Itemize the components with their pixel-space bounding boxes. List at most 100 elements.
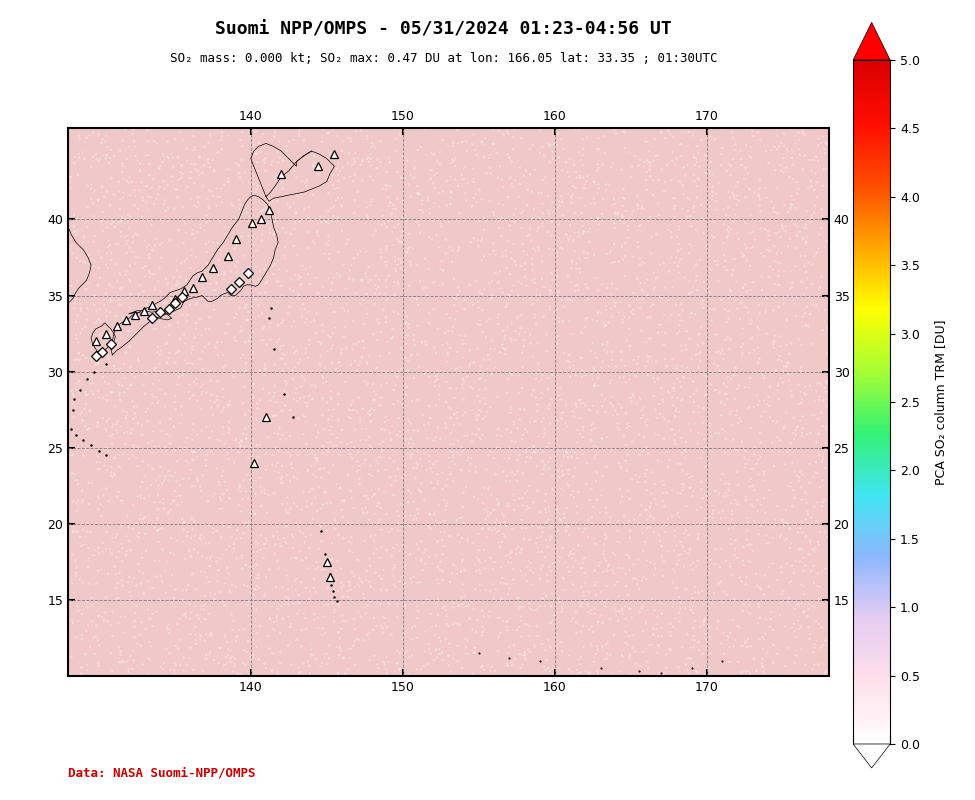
Point: [269, 238, 285, 251]
Point: [530, 186, 546, 199]
Point: [658, 519, 674, 532]
Point: [562, 550, 577, 562]
Point: [455, 338, 471, 350]
Point: [391, 517, 407, 530]
Point: [564, 328, 579, 341]
Point: [723, 435, 739, 448]
Point: [320, 396, 335, 409]
Point: [473, 567, 488, 580]
Point: [267, 548, 283, 561]
Point: [751, 453, 766, 466]
Point: [639, 442, 654, 454]
Point: [494, 338, 510, 351]
Point: [563, 230, 578, 242]
Point: [257, 487, 273, 500]
Point: [397, 469, 412, 482]
Point: [274, 352, 290, 365]
Point: [459, 370, 475, 382]
Point: [387, 254, 403, 267]
Point: [634, 498, 649, 511]
Point: [596, 548, 611, 561]
Point: [435, 134, 450, 146]
Point: [531, 522, 547, 534]
Point: [70, 336, 86, 349]
Point: [262, 394, 278, 406]
Point: [549, 303, 565, 316]
Point: [517, 258, 532, 270]
Point: [61, 182, 77, 195]
Point: [813, 406, 829, 419]
Point: [255, 128, 271, 141]
Point: [473, 556, 488, 569]
Point: [328, 522, 343, 535]
Point: [98, 606, 113, 619]
Point: [256, 590, 272, 603]
Point: [169, 183, 184, 196]
Point: [765, 531, 781, 544]
Point: [671, 256, 686, 269]
Point: [102, 238, 118, 251]
Point: [201, 322, 216, 335]
Point: [501, 219, 517, 232]
Point: [216, 599, 232, 612]
Point: [679, 435, 694, 448]
Point: [466, 490, 482, 503]
Point: [216, 487, 232, 500]
Point: [344, 394, 360, 406]
Point: [815, 638, 831, 651]
Point: [645, 283, 661, 296]
Point: [796, 422, 811, 434]
Point: [321, 126, 336, 139]
Point: [591, 142, 606, 155]
Point: [256, 552, 272, 565]
Point: [272, 626, 288, 639]
Point: [818, 375, 834, 388]
Point: [636, 203, 651, 216]
Point: [490, 318, 506, 330]
Point: [721, 158, 736, 170]
Point: [84, 591, 99, 604]
Point: [498, 301, 514, 314]
Point: [182, 628, 198, 641]
Point: [634, 412, 649, 425]
Point: [472, 318, 488, 331]
Point: [689, 283, 705, 296]
Point: [504, 252, 520, 265]
Point: [118, 412, 134, 425]
Point: [578, 312, 594, 325]
Point: [669, 539, 684, 552]
Point: [367, 404, 382, 417]
Point: [562, 349, 577, 362]
Point: [667, 434, 682, 447]
Point: [583, 433, 599, 446]
Point: [355, 334, 370, 347]
Point: [750, 126, 765, 138]
Point: [669, 327, 684, 340]
Point: [542, 665, 558, 678]
Point: [202, 235, 217, 248]
Point: [539, 653, 555, 666]
Point: [737, 490, 753, 503]
Point: [591, 368, 606, 381]
Point: [235, 266, 251, 278]
Point: [504, 334, 520, 347]
Point: [360, 628, 375, 641]
Point: [226, 365, 242, 378]
Point: [212, 502, 227, 515]
Point: [528, 372, 544, 385]
Point: [790, 420, 805, 433]
Point: [577, 178, 593, 191]
Point: [686, 261, 702, 274]
Point: [114, 519, 130, 532]
Point: [607, 296, 623, 309]
Point: [784, 575, 800, 588]
Point: [797, 605, 812, 618]
Point: [382, 156, 398, 169]
Point: [702, 167, 718, 180]
Point: [373, 620, 389, 633]
Point: [108, 258, 124, 270]
Point: [422, 202, 438, 215]
Point: [184, 358, 200, 370]
Point: [266, 226, 282, 239]
Point: [107, 531, 123, 544]
